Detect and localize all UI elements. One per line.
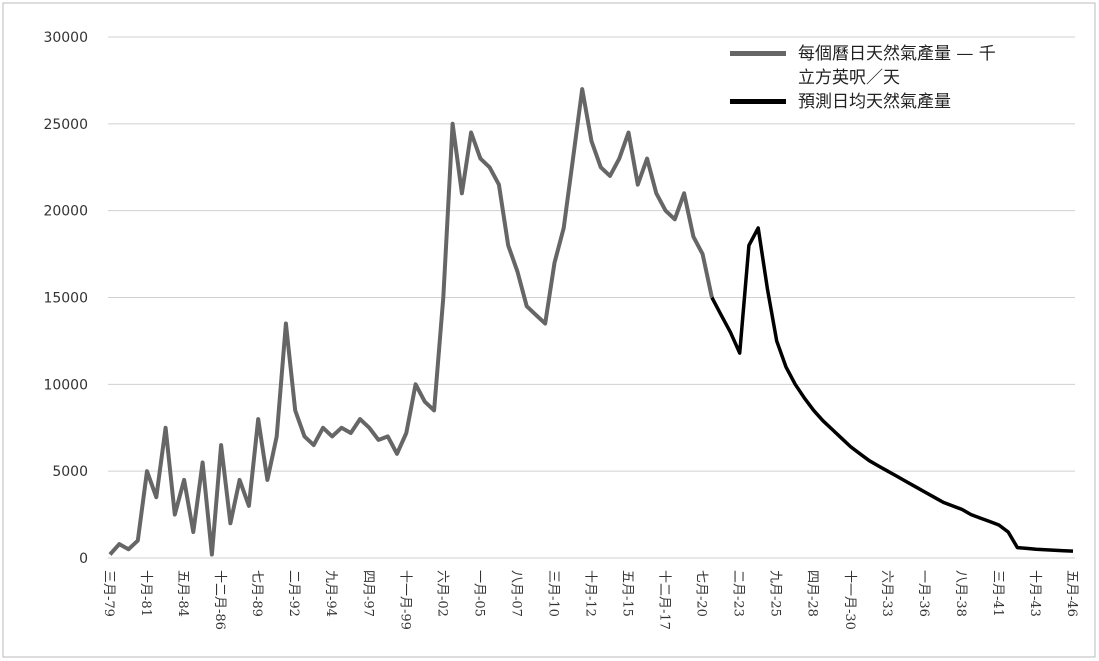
y-tick-label: 15000 bbox=[43, 291, 88, 307]
legend-swatch bbox=[730, 99, 786, 104]
x-tick-label: 三月-10 bbox=[545, 570, 560, 617]
legend-swatch bbox=[730, 51, 786, 56]
series-line bbox=[108, 87, 714, 557]
x-tick-label: 一月-05 bbox=[471, 570, 486, 617]
x-tick-label: 三月-79 bbox=[101, 570, 116, 617]
x-tick-label: 十月-81 bbox=[138, 570, 153, 617]
x-tick-label: 二月-92 bbox=[286, 570, 301, 617]
y-tick-label: 20000 bbox=[43, 204, 88, 220]
y-tick-label: 5000 bbox=[52, 464, 88, 480]
y-tick-label: 10000 bbox=[43, 377, 88, 393]
x-tick-label: 三月-41 bbox=[990, 570, 1005, 617]
legend-item: 預測日均天然氣產量 bbox=[730, 90, 1020, 114]
x-tick-label: 四月-28 bbox=[805, 570, 820, 617]
series-line bbox=[710, 226, 1074, 553]
x-tick-label: 十月-12 bbox=[583, 570, 598, 617]
x-tick-label: 十月-43 bbox=[1027, 570, 1042, 617]
x-tick-label: 五月-46 bbox=[1064, 570, 1079, 617]
x-tick-label: 九月-94 bbox=[323, 570, 338, 617]
x-tick-label: 五月-15 bbox=[620, 570, 635, 617]
x-tick-label: 八月-07 bbox=[508, 570, 523, 617]
x-tick-label: 七月-20 bbox=[694, 570, 709, 617]
x-tick-label: 十二月-86 bbox=[212, 570, 227, 630]
x-tick-label: 八月-38 bbox=[953, 570, 968, 617]
x-tick-label: 六月-33 bbox=[879, 570, 894, 617]
x-tick-label: 四月-97 bbox=[360, 570, 375, 617]
x-tick-label: 十一月-99 bbox=[397, 570, 412, 630]
legend: 每個曆日天然氣產量 — 千立方英呎／天預測日均天然氣產量 bbox=[730, 42, 1020, 114]
legend-item: 每個曆日天然氣產量 — 千立方英呎／天 bbox=[730, 42, 1020, 90]
y-tick-label: 30000 bbox=[43, 30, 88, 46]
legend-label: 每個曆日天然氣產量 — 千立方英呎／天 bbox=[798, 44, 996, 88]
x-tick-label: 五月-84 bbox=[175, 570, 190, 617]
y-tick-label: 0 bbox=[79, 551, 88, 567]
x-tick-label: 十一月-30 bbox=[842, 570, 857, 630]
x-tick-label: 二月-23 bbox=[731, 570, 746, 617]
x-tick-label: 一月-36 bbox=[916, 570, 931, 617]
x-tick-label: 七月-89 bbox=[249, 570, 264, 617]
legend-label: 預測日均天然氣產量 bbox=[798, 92, 951, 112]
x-tick-label: 九月-25 bbox=[768, 570, 783, 617]
y-tick-label: 25000 bbox=[43, 117, 88, 133]
x-tick-label: 十二月-17 bbox=[657, 570, 672, 630]
x-tick-label: 六月-02 bbox=[434, 570, 449, 617]
